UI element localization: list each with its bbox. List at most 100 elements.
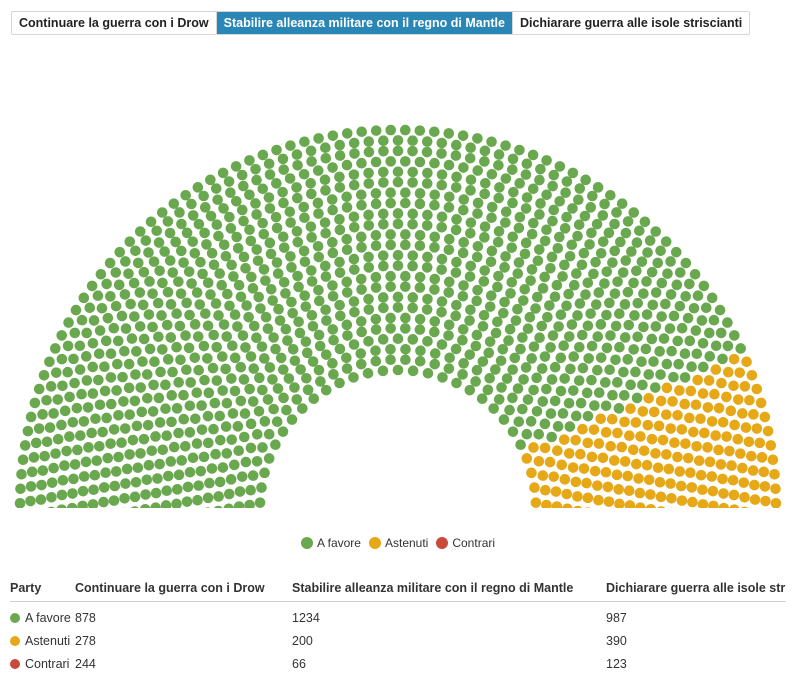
seat-a-favore <box>634 225 645 236</box>
seat-a-favore <box>628 344 639 355</box>
seat-a-favore <box>277 187 288 198</box>
seat-a-favore <box>472 330 483 341</box>
seat-a-favore <box>95 399 106 410</box>
seat-astenuti <box>750 494 761 505</box>
seat-a-favore <box>590 257 601 268</box>
seat-astenuti <box>704 375 715 386</box>
seat-a-favore <box>259 264 270 275</box>
seat-a-favore <box>622 354 633 365</box>
seat-astenuti <box>737 463 748 474</box>
seat-a-favore <box>437 211 448 222</box>
seat-a-favore <box>237 170 248 181</box>
seat-astenuti <box>603 482 614 493</box>
seat-a-favore <box>335 344 346 355</box>
seat-a-favore <box>163 287 174 298</box>
seat-a-favore <box>321 271 332 282</box>
seat-a-favore <box>472 133 483 144</box>
seat-a-favore <box>609 246 620 257</box>
seat-astenuti <box>702 442 713 453</box>
seat-a-favore <box>321 385 332 396</box>
seat-a-favore <box>503 335 514 346</box>
seat-a-favore <box>237 205 248 216</box>
seat-a-favore <box>665 256 676 267</box>
seat-a-favore <box>285 217 296 228</box>
legend-item-astenuti[interactable]: Astenuti <box>369 536 428 550</box>
seat-a-favore <box>400 271 411 282</box>
seat-a-favore <box>393 333 404 344</box>
seat-a-favore <box>408 334 419 345</box>
seat-a-favore <box>493 271 504 282</box>
seat-a-favore <box>371 324 382 335</box>
legend-item-contrari[interactable]: Contrari <box>436 536 495 550</box>
seat-a-favore <box>407 209 418 220</box>
seat-a-favore <box>547 216 558 227</box>
seat-a-favore <box>662 268 673 279</box>
seat-a-favore <box>548 330 559 341</box>
seat-a-favore <box>349 211 360 222</box>
seat-a-favore <box>567 203 578 214</box>
seat-a-favore <box>335 182 346 193</box>
seat-a-favore <box>292 271 303 282</box>
seat-a-favore <box>650 382 661 393</box>
seat-a-favore <box>27 467 38 478</box>
seat-a-favore <box>205 289 216 300</box>
seat-a-favore <box>272 416 283 427</box>
seat-a-favore <box>244 155 255 166</box>
seat-a-favore <box>652 258 663 269</box>
seat-a-favore <box>328 291 339 302</box>
seat-a-favore <box>478 356 489 367</box>
seat-astenuti <box>643 393 654 404</box>
seat-a-favore <box>363 178 374 189</box>
seat-a-favore <box>645 235 656 246</box>
seat-a-favore <box>146 445 157 456</box>
seat-a-favore <box>112 359 123 370</box>
seat-a-favore <box>183 482 194 493</box>
seat-a-favore <box>198 191 209 202</box>
seat-a-favore <box>246 443 257 454</box>
seat-a-favore <box>521 238 532 249</box>
legend-item-a-favore[interactable]: A favore <box>301 536 361 550</box>
seat-astenuti <box>721 431 732 442</box>
seat-a-favore <box>210 398 221 409</box>
seat-a-favore <box>78 486 89 497</box>
seat-a-favore <box>458 291 469 302</box>
seat-a-favore <box>213 310 224 321</box>
seat-a-favore <box>334 257 345 268</box>
tab-alleanza-mantle[interactable]: Stabilire alleanza militare con il regno… <box>216 12 512 34</box>
seat-a-favore <box>559 373 570 384</box>
seat-a-favore <box>400 198 411 209</box>
seat-a-favore <box>723 341 734 352</box>
seat-a-favore <box>661 236 672 247</box>
seat-a-favore <box>393 260 404 271</box>
seat-a-favore <box>69 378 80 389</box>
seat-astenuti <box>707 471 718 482</box>
seat-a-favore <box>135 287 146 298</box>
header-col-3: Dichiarare guerra alle isole striscianti <box>606 576 786 600</box>
seat-astenuti <box>760 481 771 492</box>
seat-a-favore <box>575 298 586 309</box>
seat-a-favore <box>174 207 185 218</box>
seat-a-favore <box>124 409 135 420</box>
seat-a-favore <box>592 331 603 342</box>
seat-a-favore <box>683 313 694 324</box>
seat-a-favore <box>628 278 639 289</box>
seat-astenuti <box>751 384 762 395</box>
tab-guerra-isole[interactable]: Dichiarare guerra alle isole striscianti <box>512 12 749 34</box>
tab-continuare-guerra-drow[interactable]: Continuare la guerra con i Drow <box>12 12 216 34</box>
seat-a-favore <box>578 363 589 374</box>
seat-a-favore <box>206 211 217 222</box>
seat-a-favore <box>97 427 108 438</box>
seat-a-favore <box>282 335 293 346</box>
seat-a-favore <box>400 156 411 167</box>
seat-astenuti <box>703 402 714 413</box>
seat-a-favore <box>243 312 254 323</box>
seat-a-favore <box>485 301 496 312</box>
seat-a-favore <box>596 248 607 259</box>
seat-a-favore <box>599 278 610 289</box>
seat-a-favore <box>93 290 104 301</box>
seat-a-favore <box>711 341 722 352</box>
seat-a-favore <box>257 442 268 453</box>
seat-astenuti <box>528 442 539 453</box>
seat-a-favore <box>76 389 87 400</box>
seat-a-favore <box>240 342 251 353</box>
